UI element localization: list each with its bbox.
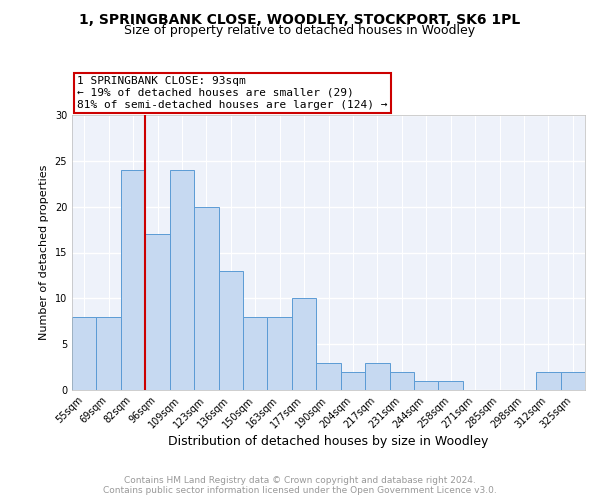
Bar [243, 316, 268, 390]
Bar [218, 271, 243, 390]
Bar [316, 362, 341, 390]
Bar [292, 298, 316, 390]
Bar [121, 170, 145, 390]
Bar [536, 372, 560, 390]
Bar [72, 316, 97, 390]
Bar [389, 372, 414, 390]
Bar [97, 316, 121, 390]
X-axis label: Distribution of detached houses by size in Woodley: Distribution of detached houses by size … [169, 436, 488, 448]
Bar [194, 206, 218, 390]
Text: Contains HM Land Registry data © Crown copyright and database right 2024.
Contai: Contains HM Land Registry data © Crown c… [103, 476, 497, 495]
Text: 1 SPRINGBANK CLOSE: 93sqm
← 19% of detached houses are smaller (29)
81% of semi-: 1 SPRINGBANK CLOSE: 93sqm ← 19% of detac… [77, 76, 388, 110]
Text: 1, SPRINGBANK CLOSE, WOODLEY, STOCKPORT, SK6 1PL: 1, SPRINGBANK CLOSE, WOODLEY, STOCKPORT,… [79, 12, 521, 26]
Bar [170, 170, 194, 390]
Bar [341, 372, 365, 390]
Bar [268, 316, 292, 390]
Bar [560, 372, 585, 390]
Text: Size of property relative to detached houses in Woodley: Size of property relative to detached ho… [124, 24, 476, 37]
Bar [414, 381, 439, 390]
Y-axis label: Number of detached properties: Number of detached properties [39, 165, 49, 340]
Bar [365, 362, 389, 390]
Bar [145, 234, 170, 390]
Bar [439, 381, 463, 390]
